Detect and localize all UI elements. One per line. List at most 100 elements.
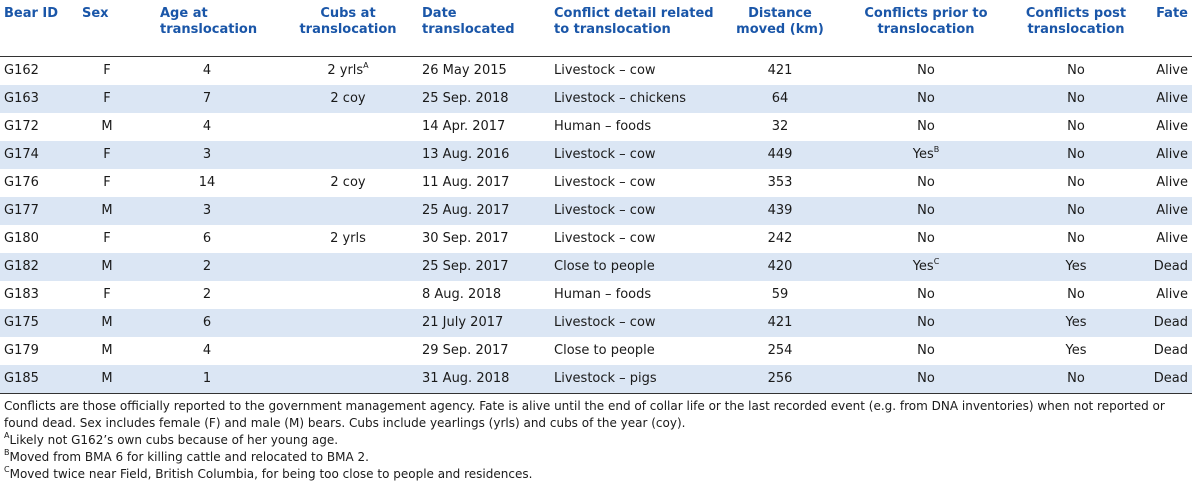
cell-sex: F <box>78 141 136 169</box>
cell-date-text: 21 July 2017 <box>422 314 504 330</box>
cell-sex-text: M <box>101 370 113 386</box>
table-row: G183 F 2 8 Aug. 2018 Human – foods 59 No No Aliv… <box>0 281 1192 309</box>
col-header-conflict-detail: Conflict detail related to translocation <box>554 6 714 37</box>
cell-conflicts-prior: No <box>842 169 1010 197</box>
cell-distance: 420 <box>718 253 842 281</box>
cell-fate: Alive <box>1142 56 1192 85</box>
cell-cubs: 2 coy <box>278 85 418 113</box>
cell-bear-id: G174 <box>0 141 78 169</box>
cell-bear-id-text: G175 <box>4 314 39 330</box>
cell-fate: Dead <box>1142 309 1192 337</box>
cell-conflict-detail: Livestock – cow <box>550 309 718 337</box>
cell-conflict-detail: Livestock – cow <box>550 56 718 85</box>
cell-conflicts-post-text: No <box>1067 202 1085 218</box>
cell-sex-text: M <box>101 258 113 274</box>
cell-age: 3 <box>136 141 278 169</box>
cell-conflict-detail: Human – foods <box>550 281 718 309</box>
cell-age-text: 1 <box>202 370 212 386</box>
cell-conflict-detail-text: Close to people <box>554 342 655 358</box>
cell-distance-text: 32 <box>771 118 789 134</box>
cell-cubs: 2 yrlsA <box>278 56 418 85</box>
col-header-fate: Fate <box>1156 6 1188 21</box>
cell-date: 29 Sep. 2017 <box>418 337 550 365</box>
table-row: G185 M 1 31 Aug. 2018 Livestock – pigs 256 No N… <box>0 364 1192 394</box>
cell-bear-id: G172 <box>0 113 78 141</box>
cell-conflict-detail-text: Livestock – cow <box>554 230 656 246</box>
cell-cubs-text: 2 yrls <box>330 230 366 246</box>
cell-date: 25 Sep. 2018 <box>418 85 550 113</box>
cell-fate-text: Alive <box>1156 62 1188 78</box>
cell-date: 25 Sep. 2017 <box>418 253 550 281</box>
cell-conflicts-post: Yes <box>1010 309 1142 337</box>
cell-date-text: 31 Aug. 2018 <box>422 370 510 386</box>
cell-conflicts-post: Yes <box>1010 337 1142 365</box>
cell-bear-id: G182 <box>0 253 78 281</box>
cell-cubs <box>278 113 418 141</box>
cell-fate-text: Alive <box>1156 230 1188 246</box>
translocation-table: Bear ID Sex Age at translocation Cubs at… <box>0 6 1192 394</box>
cell-cubs: 2 coy <box>278 169 418 197</box>
cell-conflicts-post: No <box>1010 113 1142 141</box>
cell-fate-text: Dead <box>1153 314 1188 330</box>
cell-age: 6 <box>136 225 278 253</box>
cell-age-text: 2 <box>202 258 212 274</box>
cell-age: 2 <box>136 253 278 281</box>
cell-bear-id: G180 <box>0 225 78 253</box>
cell-sex: F <box>78 225 136 253</box>
cell-age-text: 4 <box>202 62 212 78</box>
cell-conflict-detail: Livestock – cow <box>550 197 718 225</box>
cell-conflicts-prior-text: Yes <box>912 146 934 162</box>
cell-sex: F <box>78 56 136 85</box>
cell-conflicts-prior: YesC <box>842 253 1010 281</box>
cell-date-text: 25 Sep. 2017 <box>422 258 509 274</box>
cell-age-text: 3 <box>202 146 212 162</box>
cell-distance-text: 353 <box>767 174 793 190</box>
cell-fate-text: Alive <box>1156 202 1188 218</box>
cell-age-text: 14 <box>198 174 216 190</box>
cell-sex: M <box>78 253 136 281</box>
cell-conflicts-prior-text: No <box>917 342 935 358</box>
cell-date-text: 26 May 2015 <box>422 62 507 78</box>
cell-conflicts-post-text: No <box>1067 286 1085 302</box>
cell-sex: M <box>78 365 136 394</box>
cell-fate-text: Dead <box>1153 370 1188 386</box>
cell-cubs <box>278 309 418 337</box>
footnote-c: CMoved twice near Field, British Columbi… <box>4 465 1188 483</box>
cell-bear-id-text: G185 <box>4 370 39 386</box>
cell-distance: 256 <box>718 365 842 394</box>
cell-date-text: 8 Aug. 2018 <box>422 286 502 302</box>
cell-conflicts-post: No <box>1010 141 1142 169</box>
cell-distance: 64 <box>718 85 842 113</box>
cell-conflicts-post: No <box>1010 281 1142 309</box>
table-row: G179 M 4 29 Sep. 2017 Close to people 254 No Ye… <box>0 337 1192 365</box>
cell-distance: 242 <box>718 225 842 253</box>
cell-bear-id-text: G177 <box>4 202 39 218</box>
cell-distance-text: 242 <box>767 230 793 246</box>
cell-distance: 449 <box>718 141 842 169</box>
cell-conflict-detail-text: Livestock – cow <box>554 62 656 78</box>
cell-sex-text: F <box>103 286 111 302</box>
cell-conflicts-post-text: No <box>1067 230 1085 246</box>
cell-sex: F <box>78 85 136 113</box>
col-header-conflicts-prior: Conflicts prior to translocation <box>864 6 988 37</box>
cell-sex-text: M <box>101 342 113 358</box>
table-row: G180 F 6 2 yrls 30 Sep. 2017 Livestock – cow 2… <box>0 225 1192 253</box>
col-header-sex: Sex <box>82 6 109 21</box>
cell-conflicts-prior-text: No <box>917 314 935 330</box>
cell-conflicts-prior: No <box>842 281 1010 309</box>
cell-fate: Alive <box>1142 113 1192 141</box>
cell-age: 6 <box>136 309 278 337</box>
cell-distance: 421 <box>718 309 842 337</box>
cell-age-text: 7 <box>202 90 212 106</box>
cell-conflicts-post: Yes <box>1010 253 1142 281</box>
cell-date: 8 Aug. 2018 <box>418 281 550 309</box>
cell-conflict-detail-text: Human – foods <box>554 286 652 302</box>
cell-age-text: 4 <box>202 342 212 358</box>
cell-date: 21 July 2017 <box>418 309 550 337</box>
cell-cubs <box>278 141 418 169</box>
cell-fate-text: Dead <box>1153 258 1188 274</box>
cell-fate-text: Alive <box>1156 118 1188 134</box>
cell-bear-id: G185 <box>0 365 78 394</box>
cell-bear-id-text: G174 <box>4 146 39 162</box>
cell-conflict-detail-text: Close to people <box>554 258 655 274</box>
